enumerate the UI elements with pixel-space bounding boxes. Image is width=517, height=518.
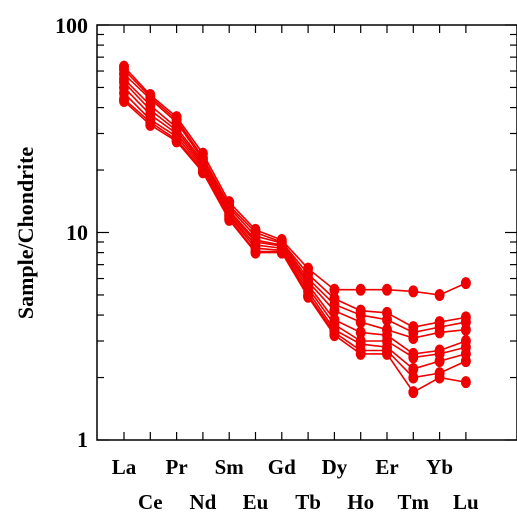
- data-point: [408, 386, 419, 399]
- data-point: [460, 376, 471, 389]
- data-point: [329, 283, 340, 296]
- data-point: [382, 313, 392, 326]
- x-tick-label: Yb: [426, 455, 453, 479]
- series-line: [123, 100, 467, 394]
- series-group: [119, 60, 471, 399]
- data-point: [355, 326, 366, 339]
- x-tick-label: Tm: [398, 490, 430, 514]
- y-axis-label: Sample/Chondrite: [13, 147, 38, 320]
- x-tick-label: Sm: [215, 455, 245, 479]
- data-point: [408, 351, 419, 364]
- data-point: [224, 213, 235, 226]
- data-point: [382, 347, 392, 360]
- x-tick-label: Eu: [243, 490, 269, 514]
- data-point: [355, 316, 366, 329]
- data-point: [355, 283, 366, 296]
- y-tick-label: 1: [77, 427, 88, 452]
- x-tick-label: Ho: [347, 490, 374, 514]
- data-point: [434, 355, 445, 368]
- data-point: [145, 118, 156, 131]
- y-tick-labels: 1 10 100: [55, 13, 88, 452]
- data-point: [276, 246, 287, 259]
- data-point: [303, 290, 314, 303]
- data-point: [434, 371, 445, 384]
- data-point: [408, 285, 419, 298]
- data-point: [329, 304, 340, 317]
- data-point: [460, 355, 471, 368]
- data-point: [408, 332, 419, 345]
- plot-frame: [96, 24, 517, 441]
- data-point: [329, 329, 340, 342]
- data-point: [460, 277, 471, 290]
- x-tick-label: Pr: [166, 455, 188, 479]
- x-tick-label: Nd: [189, 490, 216, 514]
- x-tick-label: Dy: [322, 455, 348, 479]
- data-point: [460, 323, 471, 336]
- data-point: [382, 283, 392, 296]
- x-tick-label: La: [112, 455, 137, 479]
- data-point: [197, 166, 208, 179]
- x-tick-label: Ce: [138, 490, 163, 514]
- data-point: [408, 371, 419, 384]
- y-tick-label: 100: [55, 13, 88, 38]
- x-tick-label: Gd: [268, 455, 296, 479]
- data-point: [119, 95, 129, 108]
- y-tick-label: 10: [66, 220, 88, 245]
- data-point: [171, 135, 182, 148]
- data-point: [434, 326, 445, 339]
- x-tick-label: Tb: [295, 490, 321, 514]
- data-point: [434, 288, 445, 301]
- data-point: [355, 347, 366, 360]
- data-point: [408, 362, 419, 375]
- x-tick-label: Lu: [453, 490, 479, 514]
- data-point: [250, 246, 261, 259]
- axis-ticks: [97, 24, 517, 441]
- x-tick-label: Er: [375, 455, 398, 479]
